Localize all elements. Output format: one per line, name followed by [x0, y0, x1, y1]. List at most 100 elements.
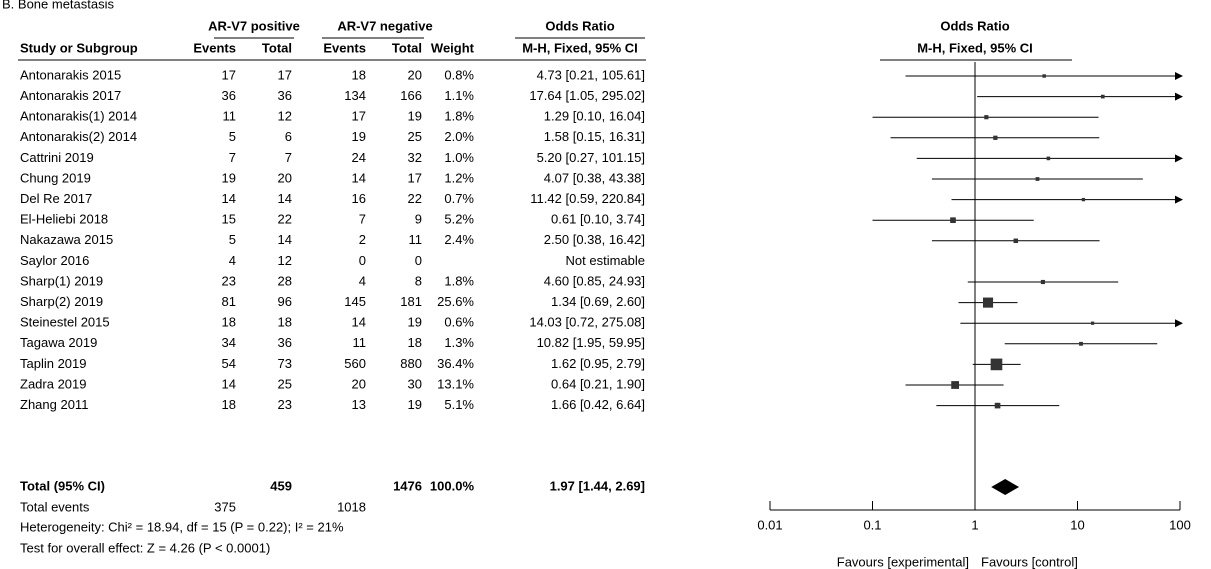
table-cell: 145 — [344, 294, 366, 309]
or-label: 17.64 [1.05, 295.02] — [529, 88, 645, 103]
table-cell: 1.8% — [444, 109, 474, 124]
study-name: Nakazawa 2015 — [20, 232, 113, 247]
study-name: Del Re 2017 — [20, 191, 92, 206]
x-tick-label: 0.01 — [757, 517, 782, 532]
table-cell: 2.0% — [444, 129, 474, 144]
table-cell: 14 — [222, 376, 236, 391]
or-label: 4.73 [0.21, 105.61] — [537, 67, 645, 82]
table-cell: 15 — [222, 212, 236, 227]
table-cell: 459 — [270, 478, 292, 493]
table-cell: 2.4% — [444, 232, 474, 247]
table-cell: 1476 — [393, 478, 422, 493]
table-cell: 20 — [408, 67, 422, 82]
table-cell: 19 — [222, 170, 236, 185]
study-name: El-Heliebi 2018 — [20, 212, 108, 227]
table-cell: 1.1% — [444, 88, 474, 103]
table-cell: 34 — [222, 335, 236, 350]
x-tick-label: 10 — [1070, 517, 1084, 532]
column-header: Events — [323, 40, 366, 55]
table-cell: 1.3% — [444, 335, 474, 350]
table-cell: 54 — [222, 356, 236, 371]
table-cell: 14 — [352, 170, 366, 185]
table-cell: 9 — [415, 212, 422, 227]
plot-header: M-H, Fixed, 95% CI — [917, 40, 1033, 55]
table-cell: 28 — [278, 273, 292, 288]
table-cell: 7 — [359, 212, 366, 227]
table-cell: 13.1% — [437, 376, 474, 391]
table-cell: 1.0% — [444, 150, 474, 165]
table-cell: 0.8% — [444, 67, 474, 82]
or-label: Not estimable — [566, 253, 645, 268]
table-cell: 81 — [222, 294, 236, 309]
table-cell: 17 — [352, 109, 366, 124]
table-cell: 8 — [415, 273, 422, 288]
ci-arrow — [1175, 195, 1183, 204]
column-header: Study or Subgroup — [20, 40, 138, 55]
table-cell: 12 — [278, 253, 292, 268]
table-cell: 17 — [278, 67, 292, 82]
study-name: Total events — [20, 499, 90, 514]
effect-square — [1035, 177, 1040, 181]
table-cell: 30 — [408, 376, 422, 391]
group-header: AR-V7 negative — [337, 18, 432, 33]
study-name: Sharp(2) 2019 — [20, 294, 103, 309]
table-cell: 4 — [359, 273, 366, 288]
table-cell: 23 — [222, 273, 236, 288]
table-cell: 0 — [415, 253, 422, 268]
ci-arrow — [1175, 92, 1183, 101]
table-cell: 25.6% — [437, 294, 474, 309]
summary-diamond — [991, 479, 1020, 495]
study-name: Antonarakis 2017 — [20, 88, 121, 103]
table-cell: 19 — [408, 397, 422, 412]
table-cell: 25 — [408, 129, 422, 144]
table-cell: 1018 — [337, 499, 366, 514]
table-cell: 25 — [278, 376, 292, 391]
study-name: Antonarakis 2015 — [20, 67, 121, 82]
study-name: Cattrini 2019 — [20, 150, 94, 165]
ci-arrow — [1175, 319, 1183, 328]
table-cell: 32 — [408, 150, 422, 165]
table-cell: 0.7% — [444, 191, 474, 206]
effect-square — [982, 297, 994, 308]
or-label: 2.50 [0.38, 16.42] — [544, 232, 645, 247]
favours-label: Favours [experimental] — [837, 554, 969, 569]
column-header: Weight — [431, 40, 475, 55]
or-label: 0.64 [0.21, 1.90] — [551, 376, 645, 391]
table-cell: 6 — [285, 129, 292, 144]
table-cell: 880 — [400, 356, 422, 371]
group-header: AR-V7 positive — [208, 18, 300, 33]
table-cell: 19 — [352, 129, 366, 144]
study-name: Steinestel 2015 — [20, 315, 110, 330]
table-cell: 17 — [408, 170, 422, 185]
or-label: 1.97 [1.44, 2.69] — [550, 478, 645, 493]
table-cell: 19 — [408, 315, 422, 330]
x-tick-label: 100 — [1169, 517, 1191, 532]
table-cell: 14 — [222, 191, 236, 206]
ci-arrow — [1175, 154, 1183, 163]
or-label: 1.66 [0.42, 6.64] — [551, 397, 645, 412]
heterogeneity: Heterogeneity: Chi² = 18.94, df = 15 (P … — [20, 519, 344, 534]
effect-square — [1100, 94, 1105, 99]
or-label: 4.07 [0.38, 43.38] — [544, 170, 645, 185]
table-cell: 96 — [278, 294, 292, 309]
or-label: 1.34 [0.69, 2.60] — [551, 294, 645, 309]
table-cell: 36 — [278, 88, 292, 103]
table-cell: 4 — [229, 253, 236, 268]
table-cell: 18 — [278, 315, 292, 330]
table-cell: 11 — [353, 335, 367, 350]
table-cell: 20 — [352, 376, 366, 391]
or-label: 11.42 [0.59, 220.84] — [530, 191, 645, 206]
column-header: Events — [193, 40, 236, 55]
table-cell: 5.2% — [444, 212, 474, 227]
x-tick-label: 1 — [971, 517, 978, 532]
table-cell: 18 — [222, 315, 236, 330]
table-cell: 36 — [222, 88, 236, 103]
table-cell: 12 — [278, 109, 292, 124]
or-label: 5.20 [0.27, 101.15] — [537, 150, 645, 165]
table-cell: 13 — [352, 397, 366, 412]
figure-title: B. Bone metastasis — [2, 0, 114, 11]
effect-square — [1042, 74, 1046, 78]
table-cell: 7 — [229, 150, 236, 165]
effect-square — [1090, 321, 1095, 325]
